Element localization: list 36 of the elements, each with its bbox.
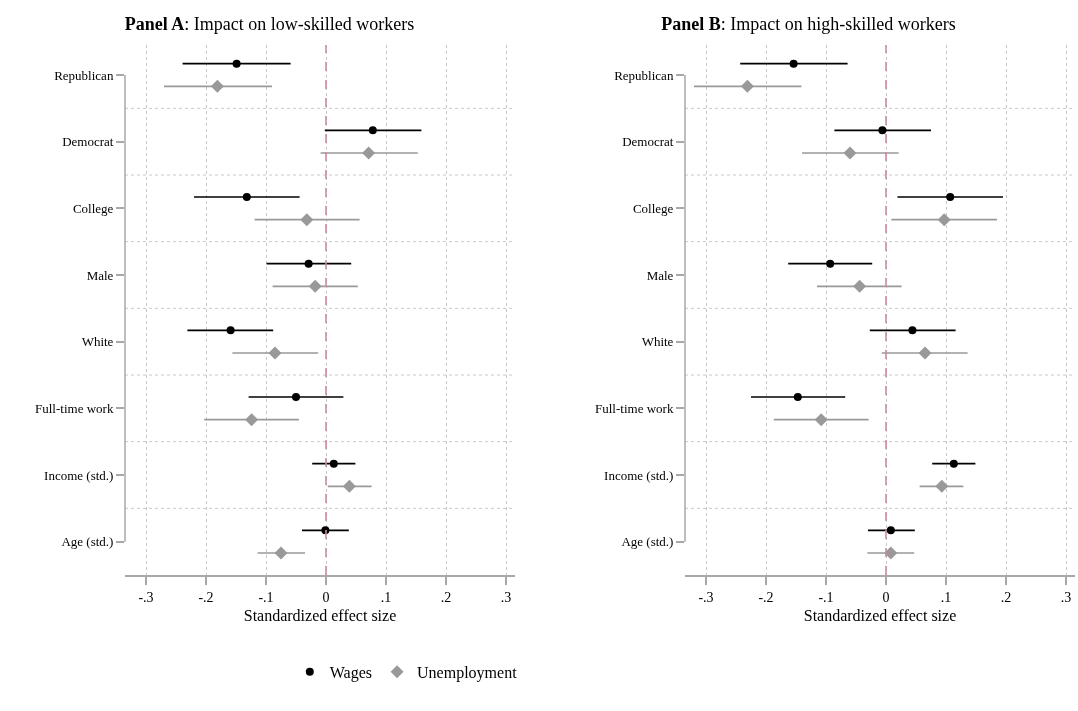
legend-label: Wages xyxy=(329,664,373,683)
x-tick-label: .1 xyxy=(380,589,392,605)
y-tick-label: Full-time work xyxy=(35,400,114,416)
legend-label: Unemployment xyxy=(417,664,518,683)
x-tick-label: -.1 xyxy=(258,589,274,605)
y-tick-label: Republican xyxy=(614,67,674,83)
y-tick-label: Income (std.) xyxy=(44,467,114,483)
x-tick-label: 0 xyxy=(882,589,890,605)
x-tick-label: -.3 xyxy=(138,589,154,605)
x-axis-title: Standardized effect size xyxy=(803,606,957,624)
y-tick-label: White xyxy=(81,334,114,350)
x-tick-label: -.2 xyxy=(758,589,774,605)
x-tick-label: -.3 xyxy=(698,589,714,605)
y-tick-label: Age (std.) xyxy=(621,534,674,550)
y-tick-label: College xyxy=(632,200,674,216)
x-axis-title: Standardized effect size xyxy=(243,606,397,624)
x-tick-label: -.1 xyxy=(818,589,834,605)
y-tick-label: Democrat xyxy=(622,134,674,150)
x-tick-label: 0 xyxy=(322,589,330,605)
y-tick-label: Income (std.) xyxy=(604,467,674,483)
chart-title: Panel B: Impact on high-skilled workers xyxy=(661,14,956,35)
y-tick-label: Male xyxy=(646,267,674,283)
y-tick-label: Age (std.) xyxy=(61,534,114,550)
x-tick-label: .3 xyxy=(1060,589,1072,605)
x-tick-label: .2 xyxy=(440,589,452,605)
chart-title: Panel A: Impact on low-skilled workers xyxy=(124,14,415,35)
y-tick-label: Full-time work xyxy=(595,400,674,416)
x-tick-label: .3 xyxy=(500,589,512,605)
y-tick-label: Democrat xyxy=(62,134,114,150)
y-tick-label: White xyxy=(641,334,674,350)
y-tick-label: Republican xyxy=(54,67,114,83)
x-tick-label: .1 xyxy=(940,589,952,605)
y-tick-label: Male xyxy=(86,267,114,283)
x-tick-label: .2 xyxy=(1000,589,1012,605)
x-tick-label: -.2 xyxy=(198,589,214,605)
y-tick-label: College xyxy=(72,200,114,216)
